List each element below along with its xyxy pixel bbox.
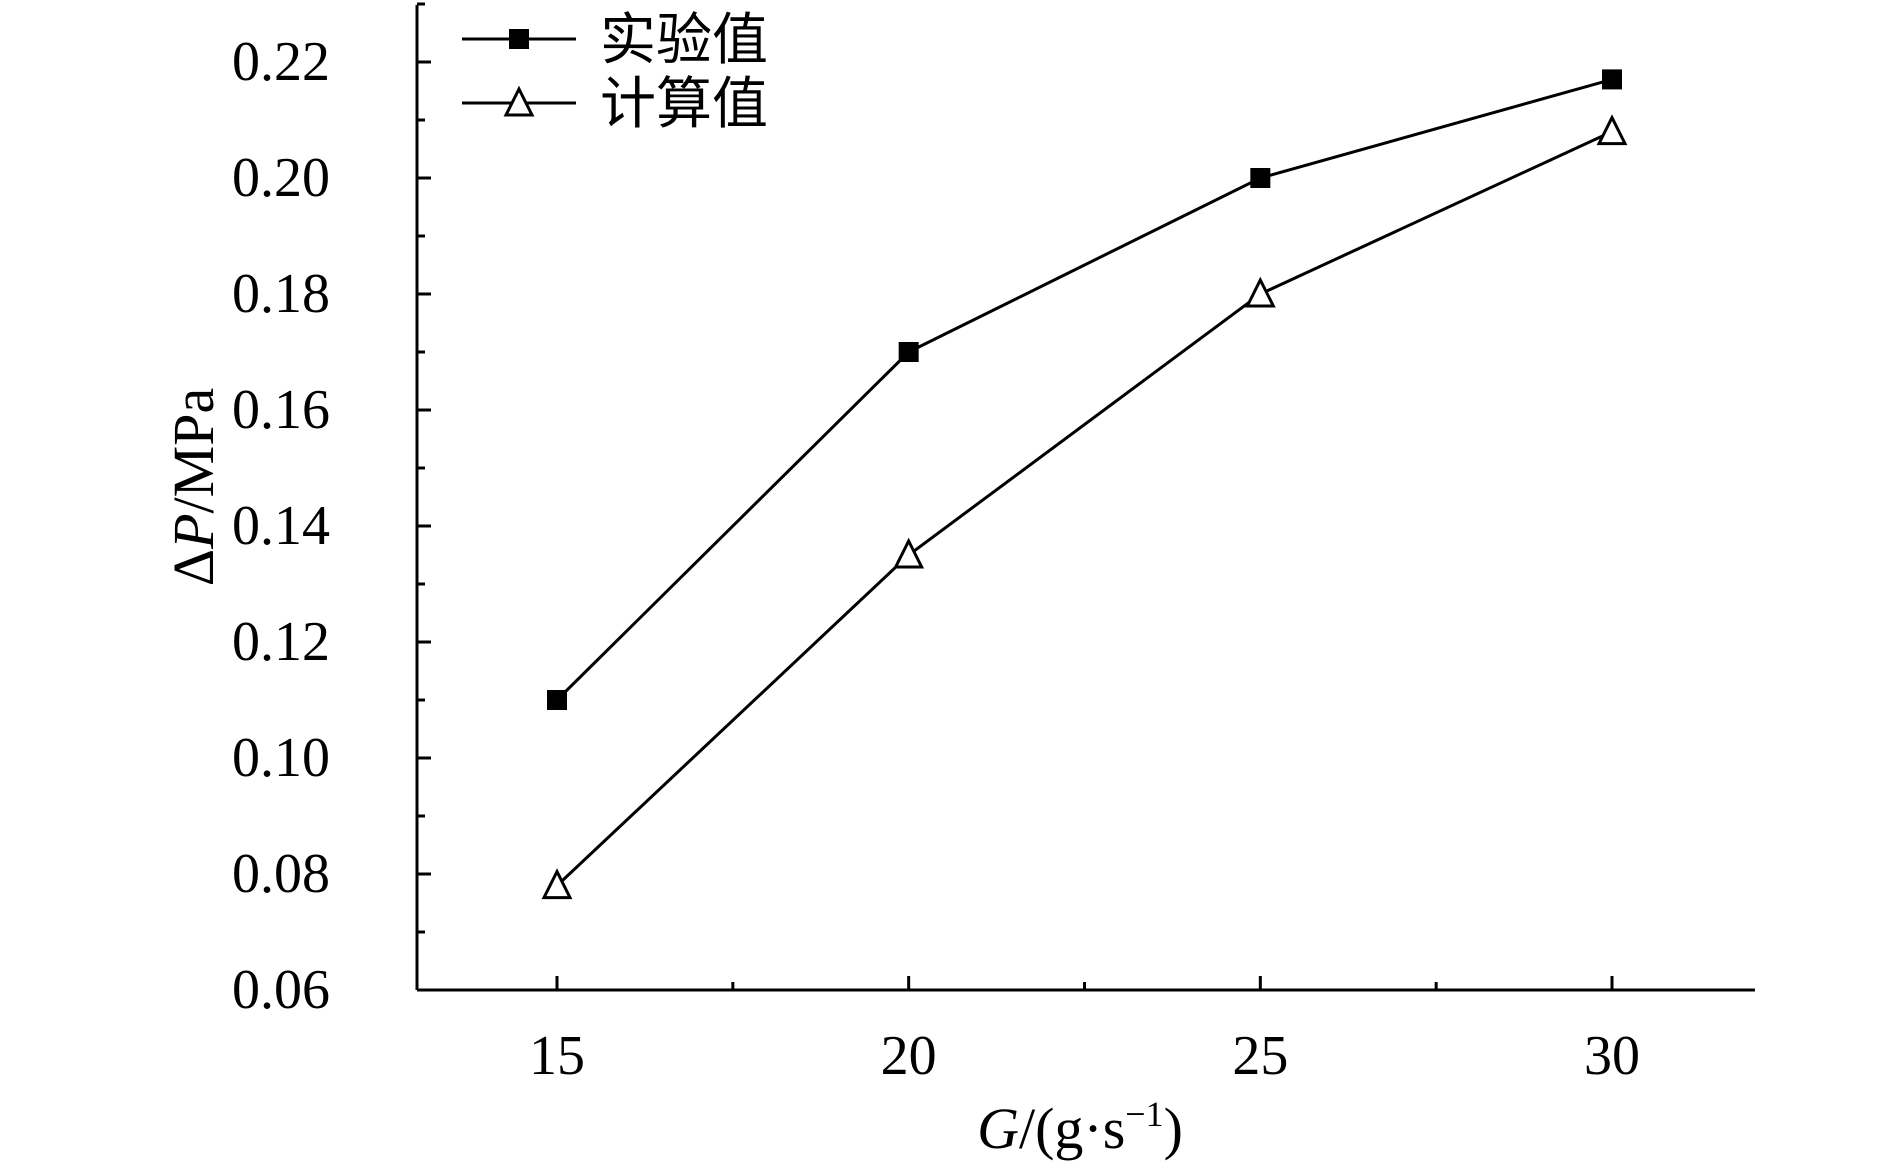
y-tick-label: 0.08 <box>232 843 330 905</box>
data-point-triangle <box>893 537 925 569</box>
x-axis-title-var: G <box>977 1096 1019 1161</box>
y-tick-label: 0.20 <box>232 147 330 209</box>
legend-label: 实验值 <box>600 8 768 73</box>
y-axis-title: ΔP/MPa <box>161 388 226 586</box>
data-point-square <box>547 690 567 710</box>
y-tick-label: 0.10 <box>232 727 330 789</box>
x-axis-title-superscript: −1 <box>1125 1094 1163 1134</box>
series-layer <box>541 69 1628 900</box>
y-axis-title-var: P <box>161 513 226 549</box>
x-axis-title: G/(g·s−1) <box>977 1094 1183 1161</box>
data-point-square <box>1250 168 1271 188</box>
x-tick-label: 15 <box>529 1025 585 1087</box>
series-2-line <box>555 130 1613 887</box>
y-axis-title-delta: Δ <box>161 549 226 586</box>
data-point-triangle <box>541 868 573 900</box>
data-point-triangle <box>1596 114 1628 146</box>
axes: 0.06 0.08 0.10 0.12 0.14 0.16 0.18 0.20 0.22 15 20… <box>232 2 1755 1087</box>
x-tick-label: 20 <box>881 1025 937 1087</box>
y-tick-label: 0.18 <box>232 263 330 325</box>
legend-item-1: 实验值 <box>462 8 768 73</box>
x-tick-label: 25 <box>1232 1025 1288 1087</box>
legend-item-2: 计算值 <box>462 72 768 137</box>
data-point-square <box>1602 69 1622 90</box>
y-tick-label: 0.06 <box>232 959 330 1021</box>
y-tick-label: 0.22 <box>232 31 330 93</box>
x-axis-title-unit-prefix: /(g·s <box>1019 1096 1125 1161</box>
data-point-triangle <box>1244 276 1276 308</box>
x-axis-title-unit-suffix: ) <box>1164 1096 1183 1161</box>
series-2 <box>541 114 1628 900</box>
legend-square-marker <box>509 29 529 49</box>
series-1 <box>547 69 1622 710</box>
series-1-line <box>555 77 1613 702</box>
y-tick-label: 0.16 <box>232 379 330 441</box>
data-point-square <box>898 342 919 362</box>
x-tick-label: 30 <box>1584 1025 1640 1087</box>
legend-triangle-marker <box>503 85 535 117</box>
y-tick-label: 0.12 <box>232 611 330 673</box>
y-axis-title-unit: /MPa <box>161 388 226 514</box>
legend-label: 计算值 <box>600 72 768 137</box>
y-tick-label: 0.14 <box>232 495 330 557</box>
